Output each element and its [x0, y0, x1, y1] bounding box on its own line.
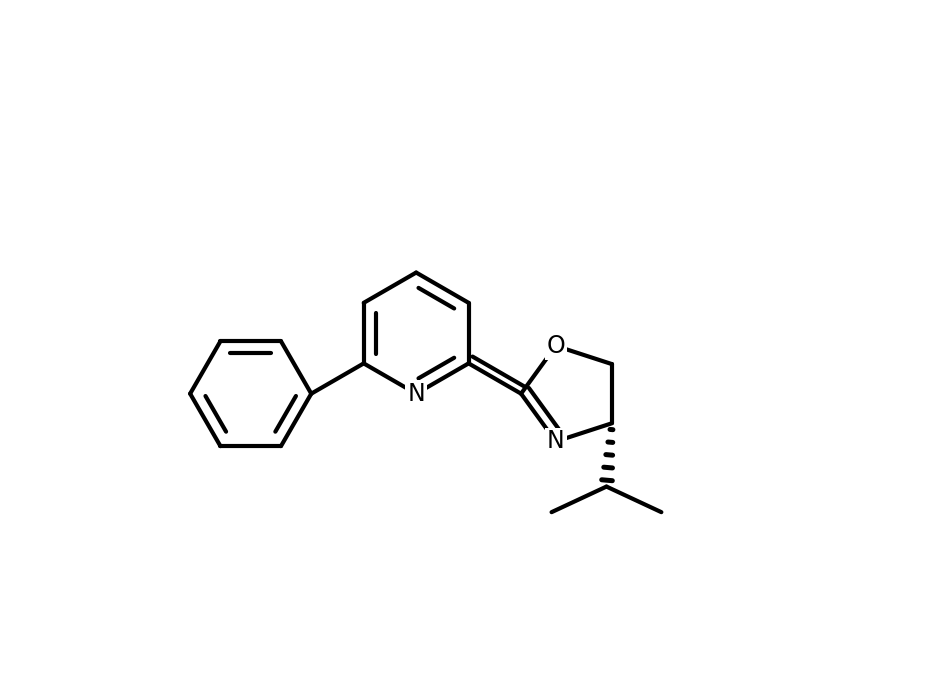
Text: O: O — [546, 334, 565, 358]
Text: N: N — [408, 381, 425, 406]
Text: N: N — [547, 430, 565, 453]
